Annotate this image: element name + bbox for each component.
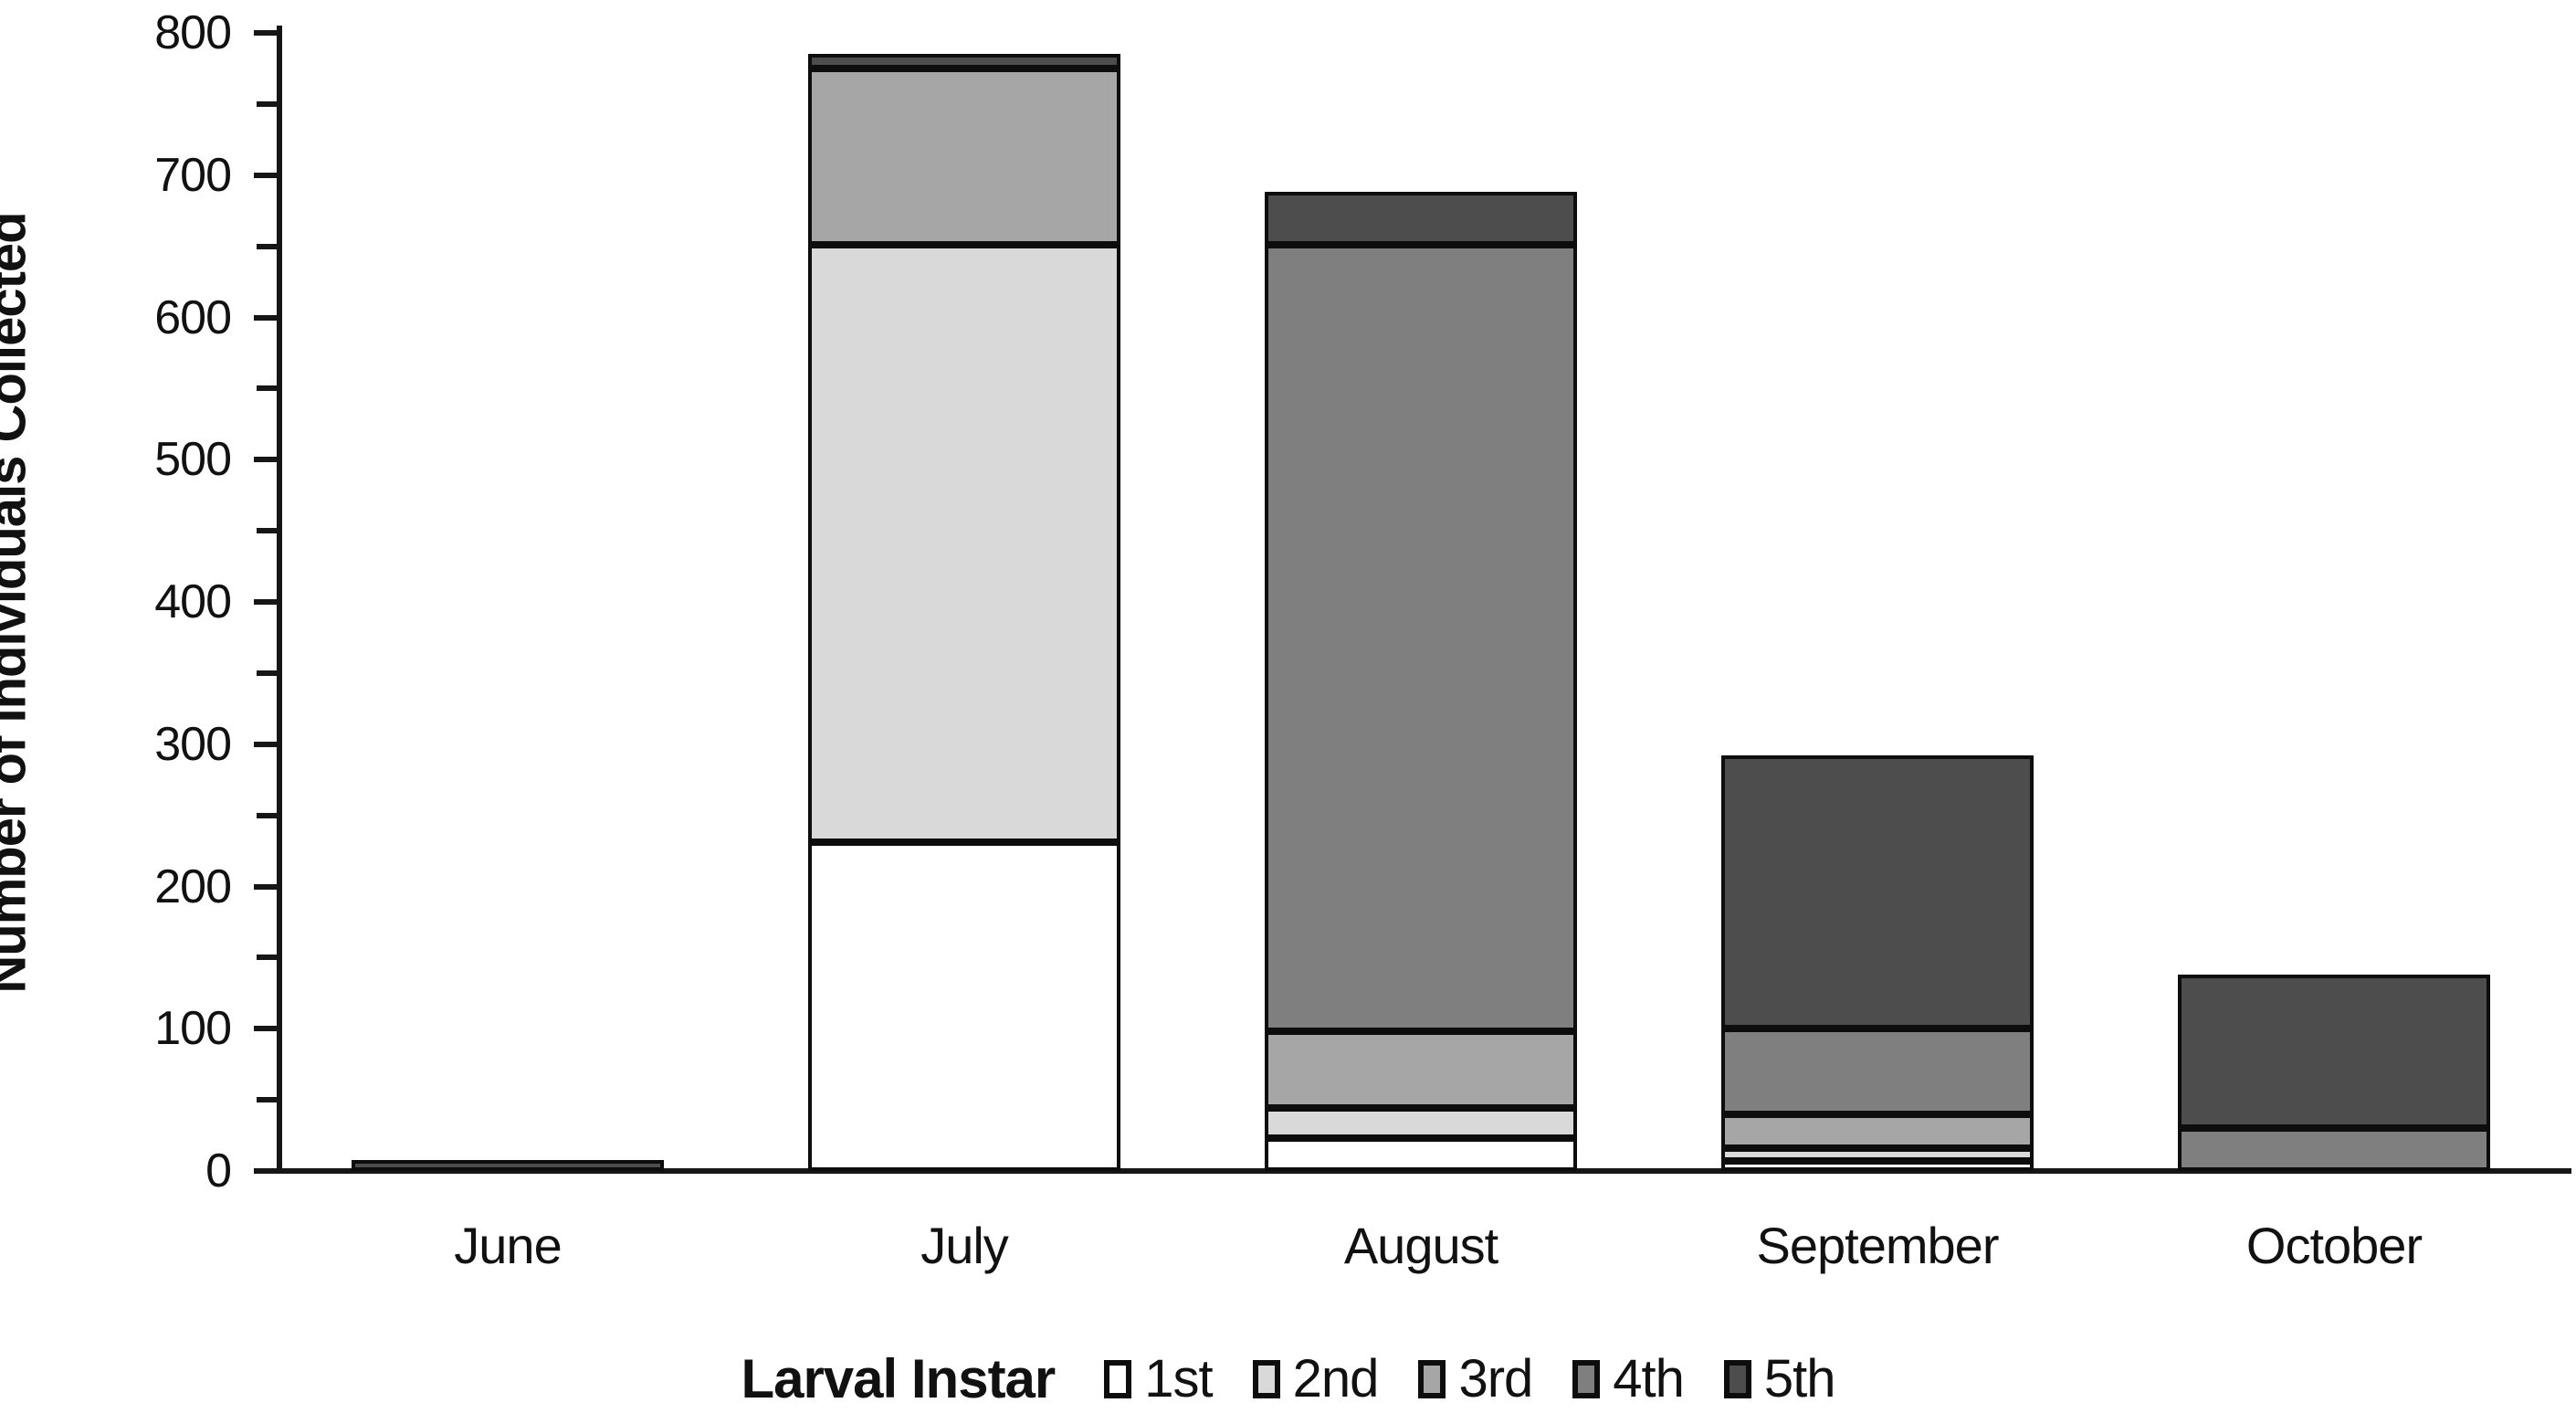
y-tick-label: 300: [154, 717, 232, 771]
bar-july-segment-1st: [808, 842, 1120, 1171]
bar-august-segment-3rd: [1265, 1031, 1577, 1109]
bar-september-segment-3rd: [1721, 1113, 2034, 1149]
y-major-tick: [254, 172, 277, 178]
x-axis-label-august: August: [1343, 1217, 1498, 1274]
x-axis-label-july: July: [920, 1217, 1009, 1274]
bar-july-segment-2nd: [808, 245, 1120, 843]
legend-item-4th: 4th: [1572, 1348, 1685, 1409]
legend-label-4th: 4th: [1613, 1349, 1685, 1408]
y-major-tick: [254, 599, 277, 605]
y-tick-label: 0: [205, 1144, 232, 1197]
y-minor-tick: [257, 955, 277, 961]
y-axis-title-text: Number of Individuals Collected: [0, 212, 37, 994]
legend-item-1st: 1st: [1104, 1348, 1214, 1409]
y-major-tick: [254, 883, 277, 890]
y-tick-label: 600: [154, 290, 232, 344]
legend-swatch-3rd-icon: [1418, 1359, 1446, 1398]
y-major-tick: [254, 1168, 277, 1174]
y-minor-tick: [257, 528, 277, 534]
bar-july-segment-3rd: [808, 68, 1120, 246]
x-axis-label-september: September: [1756, 1217, 2000, 1274]
y-major-tick: [254, 30, 277, 36]
y-minor-tick: [257, 100, 277, 107]
y-axis-title: Number of Individuals Collected: [0, 0, 38, 993]
legend-label-1st: 1st: [1144, 1349, 1213, 1408]
legend-item-3rd: 3rd: [1418, 1348, 1533, 1409]
bar-september-segment-1st: [1721, 1161, 2034, 1171]
bar-september-segment-4th: [1721, 1028, 2034, 1114]
legend-swatch-1st-icon: [1104, 1359, 1132, 1398]
bar-august-segment-4th: [1265, 245, 1577, 1032]
bar-june-segment-5th: [352, 1159, 664, 1171]
y-major-tick: [254, 741, 277, 747]
y-major-tick: [254, 314, 277, 321]
bar-july-segment-5th: [808, 54, 1120, 69]
y-minor-tick: [257, 812, 277, 818]
y-axis-line: [277, 26, 282, 1174]
legend-title: Larval Instar: [741, 1348, 1056, 1409]
bar-september-segment-5th: [1721, 755, 2034, 1029]
bar-september-segment-2nd: [1721, 1148, 2034, 1162]
y-minor-tick: [257, 385, 277, 392]
x-axis-line: [277, 1168, 2571, 1174]
bar-august-segment-5th: [1265, 192, 1577, 246]
x-axis-label-june: June: [454, 1217, 562, 1274]
y-major-tick: [254, 1026, 277, 1032]
bar-august-segment-1st: [1265, 1138, 1577, 1171]
legend-swatch-2nd-icon: [1252, 1359, 1280, 1398]
legend-swatch-5th-icon: [1723, 1359, 1751, 1398]
legend-item-2nd: 2nd: [1252, 1348, 1380, 1409]
legend-item-5th: 5th: [1723, 1348, 1836, 1409]
legend-label-5th: 5th: [1763, 1349, 1836, 1408]
y-minor-tick: [257, 243, 277, 249]
y-minor-tick: [257, 670, 277, 676]
legend-label-3rd: 3rd: [1458, 1349, 1533, 1408]
y-tick-label: 500: [154, 433, 232, 487]
y-tick-label: 800: [154, 6, 232, 59]
y-tick-label: 200: [154, 860, 232, 913]
legend-label-2nd: 2nd: [1292, 1349, 1380, 1408]
legend: Larval Instar 1st 2nd 3rd 4th 5th: [0, 1335, 2576, 1422]
y-minor-tick: [257, 1097, 277, 1103]
y-tick-label: 700: [154, 148, 232, 202]
x-axis-label-october: October: [2245, 1217, 2423, 1274]
y-tick-label: 100: [154, 1002, 232, 1056]
bar-october-segment-4th: [2178, 1128, 2490, 1171]
bar-october-segment-5th: [2178, 975, 2490, 1129]
y-major-tick: [254, 457, 277, 463]
y-tick-label: 400: [154, 575, 232, 628]
bar-august-segment-2nd: [1265, 1108, 1577, 1139]
legend-swatch-4th-icon: [1572, 1359, 1601, 1398]
